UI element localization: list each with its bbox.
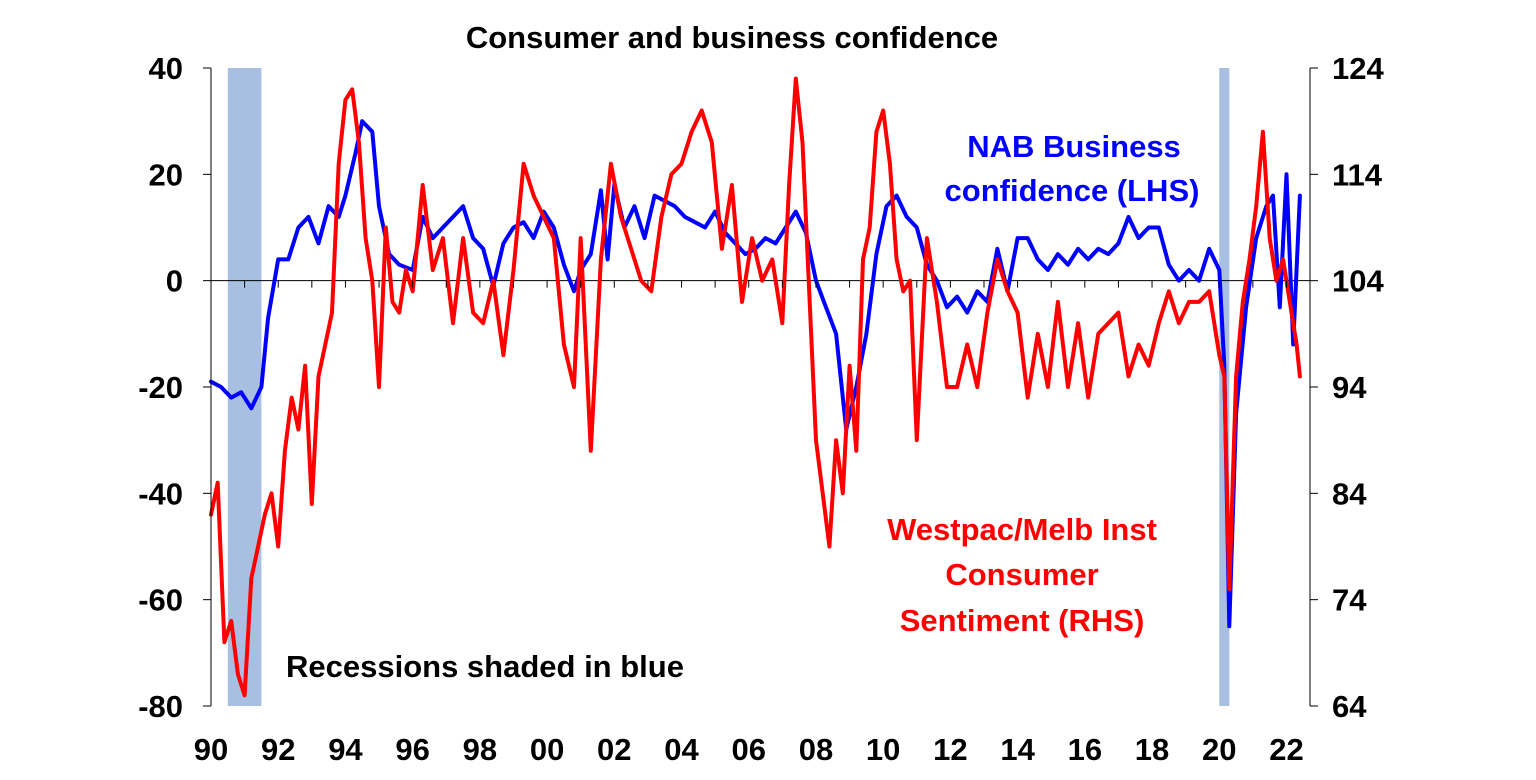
westpac-series-label-line3: Sentiment (RHS)	[900, 603, 1145, 638]
left-tick-label: -80	[138, 689, 183, 724]
nab-series-label-line1: NAB Business	[967, 129, 1181, 164]
right-tick-label: 104	[1332, 264, 1384, 299]
x-tick-label: 06	[731, 732, 765, 767]
westpac-series-label-line2: Consumer	[945, 557, 1098, 592]
x-tick-label: 16	[1068, 732, 1102, 767]
x-tick-label: 92	[261, 732, 295, 767]
x-tick-label: 94	[328, 732, 363, 767]
right-tick-label: 124	[1332, 51, 1384, 86]
x-tick-label: 18	[1135, 732, 1169, 767]
x-tick-label: 04	[664, 732, 699, 767]
x-tick-label: 98	[463, 732, 497, 767]
x-tick-label: 14	[1000, 732, 1035, 767]
chart-title: Consumer and business confidence	[466, 20, 998, 55]
x-tick-label: 12	[933, 732, 967, 767]
westpac-consumer-sentiment-line	[209, 76, 1302, 698]
left-tick-label: 40	[149, 51, 183, 86]
right-tick-label: 114	[1332, 157, 1383, 192]
x-tick-label: 22	[1269, 732, 1303, 767]
left-tick-label: -60	[138, 583, 183, 618]
x-tick-label: 00	[530, 732, 564, 767]
nab-series-label-line2: confidence (LHS)	[945, 173, 1200, 208]
left-tick-label: -40	[138, 476, 183, 511]
right-tick-label: 74	[1332, 583, 1367, 618]
x-tick-label: 02	[597, 732, 631, 767]
westpac-series-label-line1: Westpac/Melb Inst	[887, 512, 1157, 547]
x-tick-label: 20	[1202, 732, 1236, 767]
x-tick-label: 08	[799, 732, 833, 767]
x-tick-label: 90	[194, 732, 228, 767]
right-tick-label: 94	[1332, 370, 1367, 405]
recession-band-0	[227, 68, 262, 706]
right-tick-label: 64	[1332, 689, 1367, 724]
x-tick-label: 96	[395, 732, 429, 767]
right-tick-label: 84	[1332, 476, 1367, 511]
left-tick-label: 20	[149, 157, 183, 192]
recession-note: Recessions shaded in blue	[286, 649, 684, 684]
left-tick-label: 0	[166, 264, 183, 299]
left-tick-label: -20	[138, 370, 183, 405]
x-tick-label: 10	[866, 732, 900, 767]
